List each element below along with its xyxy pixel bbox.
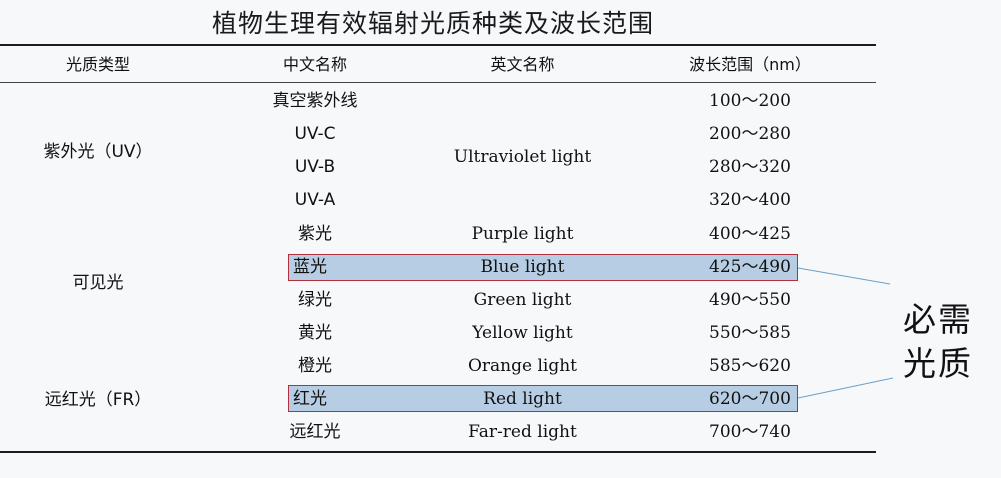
header-en-name: 英文名称 [490, 55, 555, 74]
row-range: 200～280 [709, 124, 791, 144]
top-rule [0, 44, 876, 46]
header-cn-name: 中文名称 [282, 55, 347, 74]
header-rule [0, 82, 876, 83]
row-range: 490～550 [709, 290, 791, 310]
row-range: 620～700 [709, 389, 791, 409]
row-range: 700～740 [709, 422, 791, 442]
row-en-name: Purple light [471, 224, 574, 244]
table-title: 植物生理有效辐射光质种类及波长范围 [212, 9, 655, 38]
bottom-rule [0, 451, 876, 453]
uv-en-name: Ultraviolet light [453, 147, 592, 167]
row-cn-name: 橙光 [298, 356, 332, 376]
group-visible: 可见光 [72, 273, 124, 293]
row-cn-name: 远红光 [289, 422, 341, 442]
row-cn-name: 真空紫外线 [272, 91, 358, 111]
header-range: 波长范围（nm） [689, 55, 811, 74]
group-uv: 紫外光（UV） [43, 142, 153, 162]
row-range: 400～425 [709, 224, 791, 244]
callout-line-1: 必需 [903, 300, 973, 339]
row-en-name: Blue light [480, 257, 565, 277]
row-cn-name: UV-A [294, 190, 336, 210]
row-range: 585～620 [709, 356, 791, 376]
row-en-name: Red light [483, 389, 562, 409]
header-type: 光质类型 [65, 55, 130, 74]
row-en-name: Green light [473, 290, 572, 310]
required-light-callout: 必需 光质 [903, 298, 973, 386]
row-cn-name: 绿光 [298, 290, 332, 310]
row-cn-name: 蓝光 [293, 257, 327, 277]
blue-light-highlight [288, 254, 798, 281]
row-range: 550～585 [709, 323, 791, 343]
row-range: 280～320 [709, 157, 791, 177]
row-cn-name: 黄光 [298, 323, 332, 343]
row-cn-name: 紫光 [298, 224, 332, 244]
row-cn-name: UV-C [294, 124, 336, 144]
row-range: 320～400 [709, 190, 791, 210]
row-range: 425～490 [709, 257, 791, 277]
callout-line-2: 光质 [903, 344, 973, 383]
row-en-name: Yellow light [472, 323, 573, 343]
row-range: 100～200 [709, 91, 791, 111]
red-light-highlight [288, 385, 798, 412]
group-fr: 远红光（FR） [44, 390, 152, 410]
row-en-name: Far-red light [468, 422, 577, 442]
row-en-name: Orange light [467, 356, 578, 376]
row-cn-name: UV-B [294, 157, 336, 177]
row-cn-name: 红光 [293, 389, 327, 409]
